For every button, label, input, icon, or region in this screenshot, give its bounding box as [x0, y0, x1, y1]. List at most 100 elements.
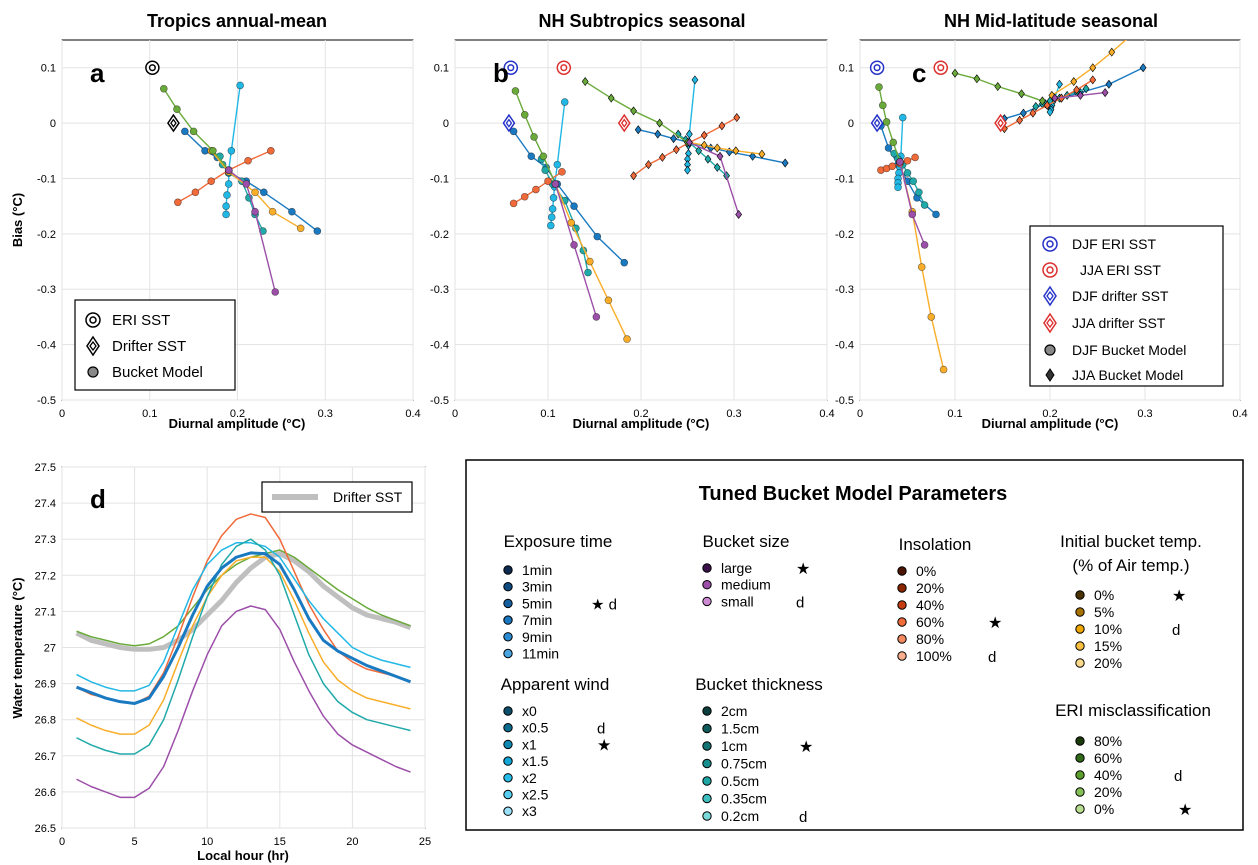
param-d-size: d: [796, 594, 804, 611]
param-item-thickness: 0.35cm: [721, 791, 767, 807]
y-tick-label: -0.3: [835, 284, 854, 296]
param-item-thickness: 0.5cm: [721, 773, 759, 789]
legend-drifter-sst-label: Drifter SST: [333, 489, 403, 505]
data-point-exposure: [634, 125, 642, 135]
param-swatch-exposure: [503, 632, 513, 642]
data-point-eri: [951, 68, 959, 78]
data-point-insolation: [659, 152, 666, 162]
data-point-exposure: [509, 127, 518, 136]
data-point-initial: [268, 207, 277, 216]
y-tick-label: 27: [44, 643, 56, 655]
param-item-wind: x3: [522, 803, 537, 819]
data-point-eri: [1039, 96, 1046, 106]
data-point-wind: [898, 113, 907, 122]
param-swatch-thickness: [702, 776, 712, 786]
drifter-sst-marker-inner: [997, 118, 1004, 128]
data-point-eri: [656, 118, 663, 128]
data-point-size: [896, 158, 904, 166]
param-group-title-exposure: Exposure time: [504, 532, 613, 551]
drifter-sst-marker: [502, 113, 516, 133]
data-point-exposure: [884, 144, 893, 152]
param-item-initial: 0%: [1094, 587, 1114, 603]
panel-a-markers: [145, 60, 180, 133]
legend-bucket-label: Bucket Model: [112, 364, 203, 381]
y-tick-label: -0.4: [835, 340, 854, 352]
param-item-thickness: 1cm: [721, 738, 747, 754]
param-swatch-thickness: [702, 793, 712, 804]
param-item-insolation: 20%: [916, 580, 944, 596]
legend-jja-bucket-label: JJA Bucket Model: [1072, 367, 1183, 383]
panel-c: 0 0.1 0.2 0.3 0.40.10-0.1-0.2-0.3-0.4-0.5 c …: [835, 39, 1248, 431]
param-d-insolation: d: [988, 649, 996, 666]
x-tick-label: 0.4: [1232, 408, 1247, 420]
param-swatch-thickness: [702, 741, 712, 751]
data-point-initial: [296, 224, 305, 233]
param-swatch-size: [702, 580, 712, 590]
data-point-eri: [973, 74, 981, 84]
x-tick-label: 0: [59, 408, 65, 420]
y-tick-label: -0.5: [430, 395, 449, 407]
eri-sst-marker-inner: [937, 64, 945, 72]
legend-djf-drifter-label: DJF drifter SST: [1072, 288, 1169, 304]
data-point-eri: [607, 93, 615, 103]
y-tick-label: -0.2: [835, 229, 854, 241]
param-d-initial: d: [1172, 622, 1180, 639]
data-point-insolation: [544, 177, 552, 186]
y-tick-label: -0.3: [37, 284, 56, 296]
data-point-thickness: [704, 154, 712, 164]
drifter-sst-marker-inner: [505, 118, 513, 128]
panel-b-series: [509, 75, 789, 343]
y-tick-label: 0.1: [839, 63, 854, 75]
panel-c-legend-box: [1029, 225, 1224, 387]
panel-d-ylabel: Water temperature (°C): [10, 577, 25, 718]
param-group-title-size: Bucket size: [703, 532, 790, 551]
param-item-wind: x0: [522, 703, 537, 719]
data-point-exposure: [181, 127, 189, 136]
data-point-exposure: [749, 151, 756, 161]
data-point-eri: [581, 77, 589, 87]
x-tick-label: 0.4: [405, 408, 420, 420]
data-point-insolation: [672, 145, 680, 155]
param-item-eri: 80%: [1094, 733, 1122, 749]
data-point-size: [570, 241, 578, 249]
param-swatch-insolation: [897, 600, 907, 610]
param-swatch-insolation: [897, 634, 907, 644]
data-point-wind: [691, 75, 699, 85]
param-item-exposure: 3min: [522, 579, 552, 595]
x-tick-label: 5: [132, 836, 138, 848]
data-point-wind: [546, 221, 555, 230]
param-item-insolation: 80%: [916, 631, 944, 647]
param-swatch-thickness: [702, 758, 712, 769]
data-point-initial: [758, 149, 766, 159]
data-point-exposure: [654, 129, 662, 139]
y-tick-label: 0: [50, 118, 56, 130]
x-tick-label: 0.3: [1137, 408, 1152, 420]
param-item-initial: 20%: [1094, 655, 1122, 671]
param-group-title-eri: ERI misclassification: [1055, 701, 1211, 720]
data-point-initial: [567, 218, 576, 227]
data-point-insolation: [1073, 85, 1080, 95]
x-tick-label: 0.3: [726, 408, 741, 420]
param-item-exposure: 7min: [522, 612, 552, 628]
data-point-eri: [511, 87, 520, 95]
param-swatch-exposure: [503, 582, 513, 592]
param-item-wind: x2.5: [522, 787, 549, 803]
legend-jja-drifter-marker: [1043, 312, 1057, 334]
param-d-eri: d: [1174, 768, 1182, 785]
x-tick-label: 0.2: [1042, 408, 1057, 420]
param-item-size: large: [721, 560, 752, 576]
y-tick-label: -0.5: [835, 395, 854, 407]
legend-djf-bucket-label: DJF Bucket Model: [1072, 342, 1186, 358]
data-point-insolation: [191, 188, 200, 197]
eri-sst-marker-inner: [148, 64, 156, 72]
x-tick-label: 25: [419, 836, 431, 848]
param-swatch-insolation: [897, 651, 907, 661]
data-point-size: [920, 241, 929, 249]
legend-jja-drifter-label: JJA drifter SST: [1072, 315, 1166, 331]
param-swatch-wind: [503, 756, 513, 766]
param-group-subtitle-initial: (% of Air temp.): [1072, 556, 1189, 575]
data-point-thickness: [695, 146, 703, 156]
x-tick-label: 15: [274, 836, 286, 848]
data-point-wind: [549, 194, 558, 202]
